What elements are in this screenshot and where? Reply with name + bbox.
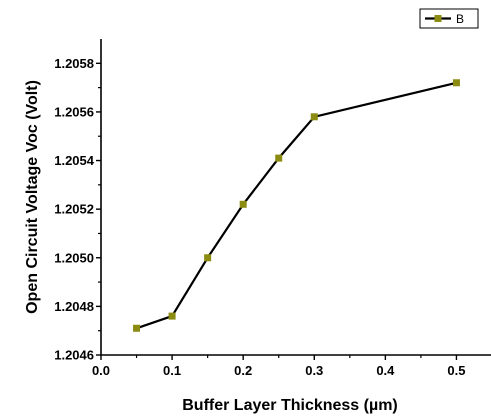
data-point: [204, 254, 212, 262]
y-tick-label: 1.2046: [54, 348, 94, 363]
data-point: [275, 154, 283, 162]
x-tick-label: 0.4: [376, 363, 395, 378]
y-tick-label: 1.2056: [54, 104, 94, 119]
y-axis-title: Open Circuit Voltage Voc (Volt): [24, 80, 41, 314]
series-group: [133, 79, 460, 332]
series-line: [136, 81, 457, 330]
y-axis-ticks: 1.2046 1.2048 1.2050 1.2052 1.2054 1.2056 1.20…: [54, 56, 101, 363]
y-tick-label: 1.2058: [54, 56, 94, 71]
x-tick-label: 0.1: [163, 363, 181, 378]
data-point: [239, 200, 247, 208]
x-tick-label: 0.3: [305, 363, 323, 378]
x-tick-label: 0.0: [92, 363, 110, 378]
data-point: [310, 113, 318, 121]
x-tick-label: 0.2: [234, 363, 252, 378]
data-point: [133, 324, 141, 332]
legend: B: [419, 8, 479, 29]
legend-label: B: [456, 12, 464, 26]
x-tick-label: 0.5: [447, 363, 465, 378]
y-tick-label: 1.2054: [54, 153, 95, 168]
y-tick-label: 1.2052: [54, 202, 94, 217]
legend-marker: [434, 15, 442, 22]
y-tick-label: 1.2050: [54, 250, 94, 265]
y-tick-label: 1.2048: [54, 299, 94, 314]
x-axis-title: Buffer Layer Thickness (µm): [182, 397, 398, 414]
data-point: [452, 79, 460, 87]
data-point: [168, 312, 176, 320]
axes: [100, 39, 491, 356]
x-axis-ticks: 0.0 0.1 0.2 0.3 0.4 0.5: [92, 355, 465, 378]
